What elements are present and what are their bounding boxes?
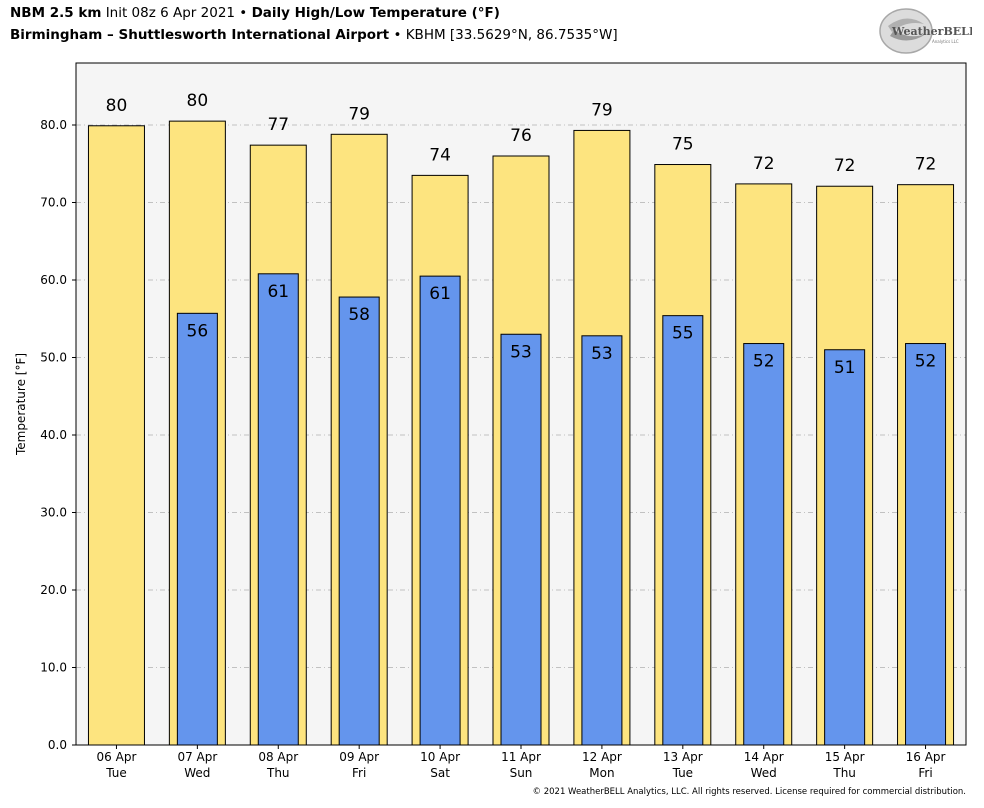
y-tick-label: 20.0	[40, 583, 67, 597]
x-tick-date: 07 Apr	[177, 750, 217, 764]
x-tick-date: 12 Apr	[582, 750, 622, 764]
y-tick-label: 70.0	[40, 196, 67, 210]
high-temp-bar	[87, 125, 145, 746]
low-temp-bar	[419, 275, 461, 746]
low-temp-bar	[824, 349, 866, 746]
x-tick-date: 09 Apr	[339, 750, 379, 764]
model-name: NBM 2.5 km	[10, 5, 102, 21]
y-tick-label: 10.0	[40, 661, 67, 675]
low-temp-bar	[662, 315, 704, 746]
high-temp-label: 80	[187, 91, 209, 111]
x-tick-date: 16 Apr	[906, 750, 946, 764]
high-temp-label: 72	[915, 155, 937, 175]
low-temp-bar	[176, 312, 218, 746]
chart-header-line-1: NBM 2.5 km Init 08z 6 Apr 2021 • Daily H…	[10, 5, 500, 21]
low-temp-bar	[338, 296, 380, 746]
y-axis-label: Temperature [°F]	[14, 353, 28, 456]
low-temp-bar	[743, 343, 785, 746]
x-tick-weekday: Tue	[105, 766, 127, 780]
x-tick-weekday: Fri	[352, 766, 366, 780]
y-tick-label: 50.0	[40, 351, 67, 365]
low-temp-label: 56	[187, 321, 209, 341]
low-temp-label: 53	[510, 342, 532, 362]
high-temp-label: 72	[753, 154, 775, 174]
x-tick-weekday: Sun	[510, 766, 533, 780]
y-tick-label: 60.0	[40, 273, 67, 287]
logo-subtitle: Analytics LLC	[932, 39, 959, 44]
x-tick-weekday: Fri	[918, 766, 932, 780]
x-tick-weekday: Wed	[751, 766, 777, 780]
init-time: Init 08z 6 Apr 2021	[105, 5, 235, 21]
x-tick-weekday: Thu	[266, 766, 290, 780]
plot-frame	[75, 62, 967, 746]
low-temp-label: 52	[753, 352, 775, 372]
weatherbell-logo: WeatherBELL Analytics LLC	[879, 8, 972, 54]
low-temp-bar	[905, 343, 947, 746]
low-temp-bar	[500, 333, 542, 746]
low-temp-label: 55	[672, 324, 694, 344]
y-tick-label: 30.0	[40, 506, 67, 520]
x-tick-date: 15 Apr	[825, 750, 865, 764]
station-name: Birmingham – Shuttlesworth International…	[10, 27, 390, 43]
x-tick-weekday: Thu	[832, 766, 856, 780]
separator: •	[239, 5, 248, 21]
logo-wordmark: WeatherBELL	[891, 25, 972, 38]
low-temp-bar	[581, 335, 623, 746]
low-temp-label: 52	[915, 352, 937, 372]
y-tick-label: 0.0	[48, 738, 67, 752]
y-tick-label: 80.0	[40, 118, 67, 132]
y-tick-label: 40.0	[40, 428, 67, 442]
x-tick-date: 08 Apr	[258, 750, 298, 764]
low-temp-label: 53	[591, 344, 613, 364]
x-tick-date: 13 Apr	[663, 750, 703, 764]
x-tick-date: 14 Apr	[744, 750, 784, 764]
x-tick-weekday: Mon	[589, 766, 614, 780]
copyright-notice: © 2021 WeatherBELL Analytics, LLC. All r…	[532, 787, 966, 797]
high-temp-label: 80	[106, 96, 128, 116]
product-title: Daily High/Low Temperature (°F)	[251, 5, 500, 21]
high-temp-label: 76	[510, 126, 532, 146]
high-temp-label: 72	[834, 156, 856, 176]
high-temp-label: 77	[267, 115, 289, 135]
x-tick-weekday: Tue	[672, 766, 694, 780]
x-tick-date: 11 Apr	[501, 750, 541, 764]
separator: •	[393, 27, 402, 43]
low-temp-bar	[257, 273, 299, 746]
high-temp-label: 75	[672, 135, 694, 155]
x-tick-date: 06 Apr	[97, 750, 137, 764]
chart-header-line-2: Birmingham – Shuttlesworth International…	[10, 27, 618, 43]
station-info: KBHM [33.5629°N, 86.7535°W]	[405, 27, 618, 43]
low-temp-label: 61	[429, 284, 451, 304]
low-temp-label: 58	[348, 305, 370, 325]
high-temp-label: 74	[429, 145, 451, 165]
x-tick-date: 10 Apr	[420, 750, 460, 764]
high-temp-label: 79	[348, 104, 370, 124]
high-temp-label: 79	[591, 100, 613, 120]
x-tick-weekday: Sat	[430, 766, 450, 780]
low-temp-label: 61	[267, 282, 289, 302]
low-temp-label: 51	[834, 358, 856, 378]
x-tick-weekday: Wed	[184, 766, 210, 780]
